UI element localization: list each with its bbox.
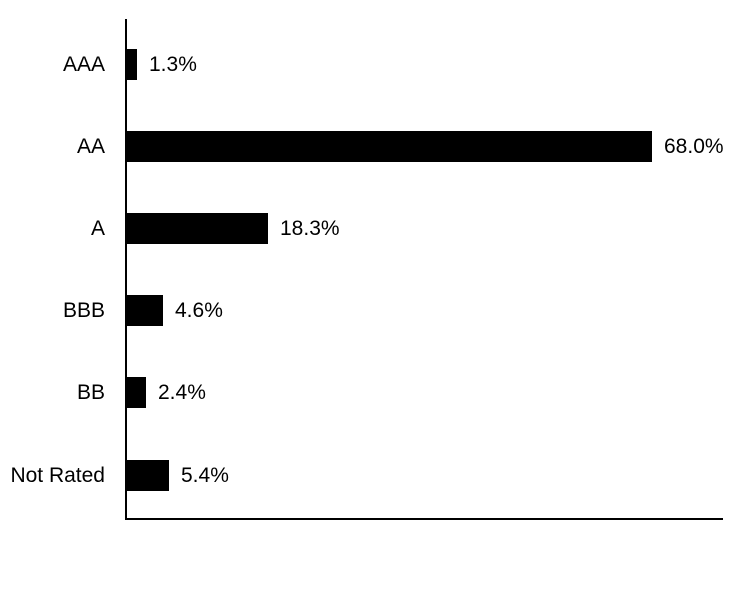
x-axis-line bbox=[125, 518, 723, 520]
value-label: 68.0% bbox=[664, 135, 724, 158]
category-label: AAA bbox=[62, 53, 105, 76]
value-label: 5.4% bbox=[181, 464, 229, 487]
bar bbox=[127, 213, 268, 244]
category-label: AA bbox=[76, 135, 105, 158]
bar bbox=[127, 295, 163, 326]
value-label: 4.6% bbox=[175, 299, 223, 322]
category-label: BB bbox=[76, 381, 105, 404]
value-label: 2.4% bbox=[158, 381, 206, 404]
category-label: BBB bbox=[62, 299, 105, 322]
value-label: 1.3% bbox=[149, 53, 197, 76]
value-label: 18.3% bbox=[280, 217, 340, 240]
category-label: Not Rated bbox=[10, 464, 105, 487]
y-axis-line bbox=[125, 19, 127, 520]
bar bbox=[127, 460, 169, 491]
bar bbox=[127, 131, 652, 162]
category-label: A bbox=[90, 217, 105, 240]
bar bbox=[127, 377, 146, 408]
bar bbox=[127, 49, 137, 80]
